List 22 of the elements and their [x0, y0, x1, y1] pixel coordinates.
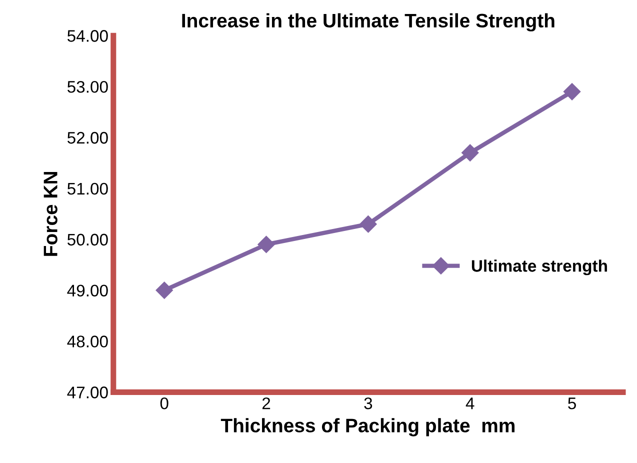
y-axis-title: Force KN: [44, 172, 58, 256]
point: [360, 216, 377, 233]
y-tick-label: 54.00: [67, 30, 108, 42]
point: [258, 236, 275, 254]
y-tick-label: 47.00: [67, 386, 108, 398]
chart-title: Increase in the Ultimate Tensile Strength: [182, 13, 554, 32]
legend-label: Ultimate strength: [472, 260, 607, 276]
y-tick-label: 48.00: [67, 336, 108, 348]
y-tick-label: 51.00: [67, 182, 108, 195]
y-tick-label: 53.00: [67, 80, 108, 93]
x-tick-label: 5: [568, 398, 576, 410]
y-tick-label: 50.00: [67, 234, 108, 246]
x-tick-label: 2: [262, 397, 270, 410]
x-tick-label: 0: [160, 397, 168, 410]
point: [156, 282, 173, 299]
x-axis-title: Thickness of Packing plate mm: [220, 418, 514, 436]
x-tick-label: 4: [466, 398, 474, 410]
y-tick-label: 52.00: [67, 132, 108, 144]
point: [563, 83, 581, 100]
point: [462, 144, 479, 162]
y-tick-label: 49.00: [67, 284, 108, 297]
x-tick-label: 3: [364, 397, 372, 410]
